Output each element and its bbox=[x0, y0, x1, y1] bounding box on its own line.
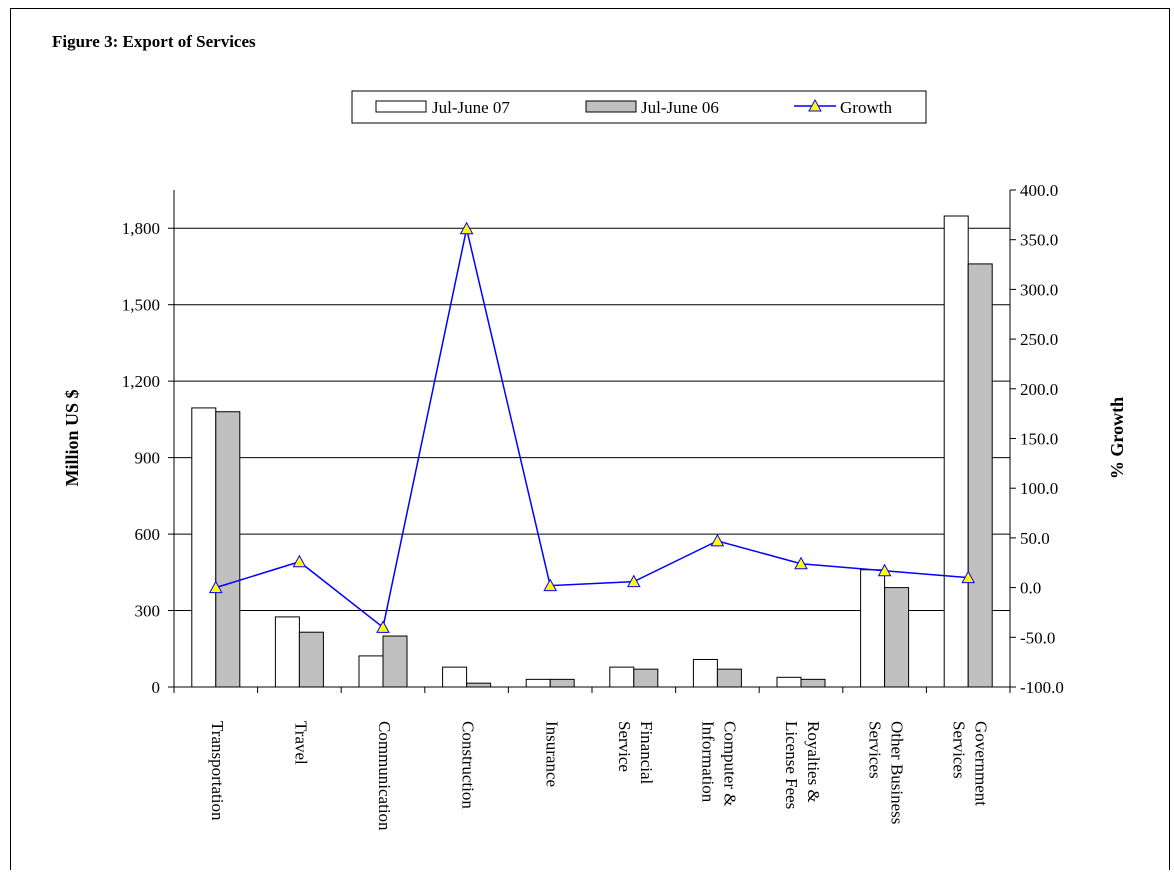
growth-point bbox=[376, 620, 390, 633]
bar-jul-june-07 bbox=[525, 678, 551, 688]
growth-point bbox=[292, 554, 307, 568]
legend: Jul-June 07 Jul-June 06 Growth bbox=[351, 90, 927, 124]
x-category-label: Services bbox=[949, 721, 968, 779]
bar-jul-june-07 bbox=[776, 676, 802, 688]
x-category-label: Royalties & bbox=[804, 721, 823, 803]
bar-jul-june-06 bbox=[716, 668, 742, 688]
growth-point bbox=[626, 574, 641, 588]
y-tick-label-left: 900 bbox=[135, 449, 161, 468]
bar-jul-june-06 bbox=[884, 587, 910, 688]
bar-jul-june-07 bbox=[442, 666, 468, 688]
y-tick-label-left: 300 bbox=[135, 602, 161, 621]
growth-point bbox=[459, 221, 474, 235]
y-tick-label-left: 1,800 bbox=[122, 219, 160, 238]
legend-label-growth: Growth bbox=[840, 98, 892, 117]
y-tick-label-left: 0 bbox=[152, 678, 161, 697]
bar-jul-june-06 bbox=[549, 678, 575, 688]
x-category-label: Service bbox=[615, 721, 634, 772]
x-category-label: Construction bbox=[459, 721, 478, 809]
y-tick-label-right: 400.0 bbox=[1020, 181, 1058, 200]
growth-point bbox=[877, 563, 892, 577]
legend-marker-growth bbox=[808, 98, 822, 112]
bar-jul-june-07 bbox=[860, 569, 886, 688]
x-category-label: Computer & bbox=[720, 721, 739, 806]
y-tick-label-right: 250.0 bbox=[1020, 330, 1058, 349]
bar-jul-june-07 bbox=[692, 658, 718, 688]
bar-jul-june-06 bbox=[967, 263, 993, 688]
bar-jul-june-06 bbox=[466, 682, 492, 688]
bar-jul-june-06 bbox=[298, 631, 324, 688]
x-category-label: Communication bbox=[375, 721, 394, 831]
x-category-label: Other Business bbox=[888, 721, 907, 824]
y-tick-label-right: -50.0 bbox=[1020, 628, 1055, 647]
bar-jul-june-06 bbox=[215, 411, 241, 688]
x-category-label: Travel bbox=[291, 721, 310, 765]
growth-line bbox=[215, 228, 969, 629]
legend-swatch-jul-june-07 bbox=[375, 100, 427, 113]
bar-jul-june-07 bbox=[358, 655, 384, 688]
y-tick-label-right: 200.0 bbox=[1020, 380, 1058, 399]
x-category-label: Services bbox=[866, 721, 885, 779]
bar-jul-june-06 bbox=[382, 635, 408, 688]
growth-point bbox=[543, 578, 558, 592]
legend-swatch-jul-june-06 bbox=[585, 100, 637, 113]
bar-jul-june-07 bbox=[274, 616, 300, 688]
growth-point bbox=[208, 580, 223, 594]
y-tick-label-right: 350.0 bbox=[1020, 231, 1058, 250]
y-tick-label-right: 300.0 bbox=[1020, 280, 1058, 299]
legend-label-jul-june-07: Jul-June 07 bbox=[432, 98, 510, 117]
bar-jul-june-07 bbox=[191, 407, 217, 688]
y-tick-label-left: 1,500 bbox=[122, 296, 160, 315]
bar-jul-june-06 bbox=[633, 668, 659, 688]
y-tick-label-right: -100.0 bbox=[1020, 678, 1064, 697]
growth-point bbox=[710, 533, 725, 547]
y-tick-label-right: 150.0 bbox=[1020, 430, 1058, 449]
y-tick-label-left: 1,200 bbox=[122, 372, 160, 391]
x-category-label: Government bbox=[971, 721, 990, 806]
x-category-label: Insurance bbox=[542, 721, 561, 787]
x-category-label: License Fees bbox=[782, 721, 801, 809]
x-category-label: Financial bbox=[637, 721, 656, 785]
y-tick-label-left: 600 bbox=[135, 525, 161, 544]
y-axis-title-left: Million US $ bbox=[62, 389, 82, 486]
bar-jul-june-07 bbox=[943, 215, 969, 688]
y-tick-label-right: 50.0 bbox=[1020, 529, 1050, 548]
legend-label-jul-june-06: Jul-June 06 bbox=[641, 98, 719, 117]
bar-jul-june-07 bbox=[609, 666, 635, 688]
x-category-label: Information bbox=[698, 721, 717, 803]
growth-point bbox=[961, 570, 976, 584]
growth-point bbox=[794, 556, 808, 570]
x-category-label: Transportation bbox=[208, 721, 227, 821]
plot-area: 0 300 600 900 1,200 1,500 1,800 -100.0 -50.0 0.0 5… bbox=[122, 181, 1064, 831]
bar-jul-june-06 bbox=[800, 678, 826, 688]
y-axis-title-right: % Growth bbox=[1107, 397, 1127, 479]
y-tick-label-right: 0.0 bbox=[1020, 579, 1041, 598]
y-tick-label-right: 100.0 bbox=[1020, 479, 1058, 498]
figure-title: Figure 3: Export of Services bbox=[52, 32, 256, 51]
